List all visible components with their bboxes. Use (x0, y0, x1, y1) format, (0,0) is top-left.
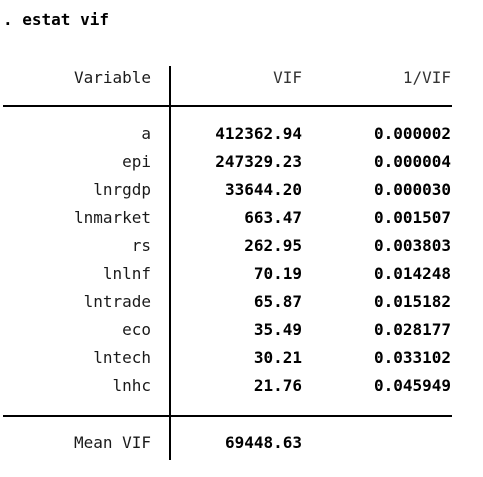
row-inv-vif: 0.033102 (373, 348, 451, 367)
footer-divider (3, 415, 452, 417)
row-variable: a (141, 124, 151, 143)
header-variable: Variable (73, 68, 151, 87)
row-inv-vif: 0.015182 (373, 292, 451, 311)
command-line: . estat vif (3, 10, 109, 29)
mean-vif-value: 69448.63 (224, 433, 302, 452)
row-inv-vif: 0.014248 (373, 264, 451, 283)
row-vif: 70.19 (253, 264, 302, 283)
row-variable: lntrade (83, 292, 151, 311)
row-inv-vif: 0.045949 (373, 376, 451, 395)
mean-vif-label: Mean VIF (73, 433, 151, 452)
row-vif: 35.49 (253, 320, 302, 339)
row-inv-vif: 0.000002 (373, 124, 451, 143)
row-variable: eco (122, 320, 151, 339)
row-variable: rs (131, 236, 151, 255)
column-divider (169, 66, 171, 460)
row-variable: lnrgdp (93, 180, 151, 199)
header-inv-vif: 1/VIF (402, 68, 451, 87)
row-inv-vif: 0.000030 (373, 180, 451, 199)
row-variable: lnlnf (102, 264, 151, 283)
row-variable: epi (122, 152, 151, 171)
row-inv-vif: 0.028177 (373, 320, 451, 339)
row-vif: 65.87 (253, 292, 302, 311)
row-vif: 21.76 (253, 376, 302, 395)
row-variable: lnmarket (73, 208, 151, 227)
header-vif: VIF (273, 68, 302, 87)
row-vif: 33644.20 (224, 180, 302, 199)
row-vif: 663.47 (244, 208, 302, 227)
row-vif: 412362.94 (215, 124, 302, 143)
row-variable: lntech (93, 348, 151, 367)
row-inv-vif: 0.003803 (373, 236, 451, 255)
row-inv-vif: 0.001507 (373, 208, 451, 227)
row-inv-vif: 0.000004 (373, 152, 451, 171)
row-vif: 247329.23 (215, 152, 302, 171)
row-vif: 30.21 (253, 348, 302, 367)
row-vif: 262.95 (244, 236, 302, 255)
header-divider (3, 105, 452, 107)
row-variable: lnhc (112, 376, 151, 395)
